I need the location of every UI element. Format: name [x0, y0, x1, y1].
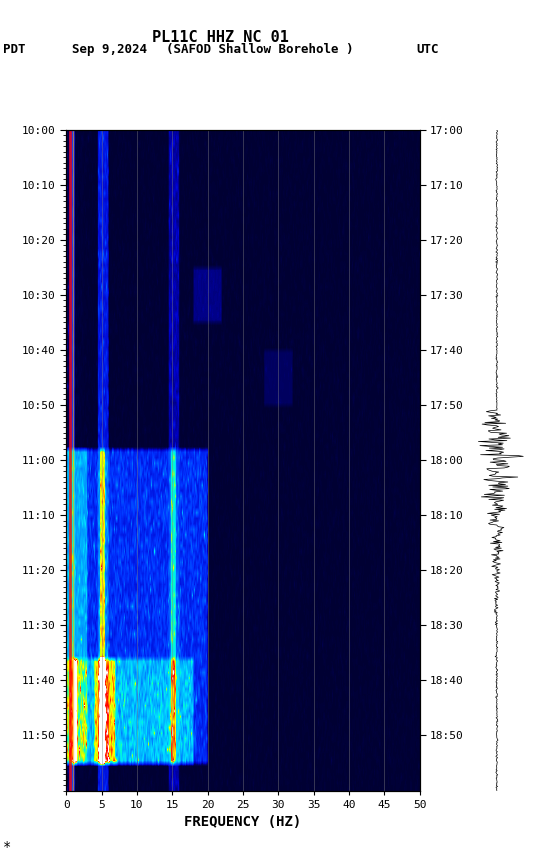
- Text: PL11C HHZ NC 01: PL11C HHZ NC 01: [152, 30, 289, 45]
- Text: UTC: UTC: [417, 43, 439, 56]
- X-axis label: FREQUENCY (HZ): FREQUENCY (HZ): [184, 815, 301, 829]
- Text: (SAFOD Shallow Borehole ): (SAFOD Shallow Borehole ): [166, 43, 353, 56]
- Text: *: *: [3, 840, 11, 854]
- Text: PDT: PDT: [3, 43, 25, 56]
- Text: Sep 9,2024: Sep 9,2024: [72, 43, 147, 56]
